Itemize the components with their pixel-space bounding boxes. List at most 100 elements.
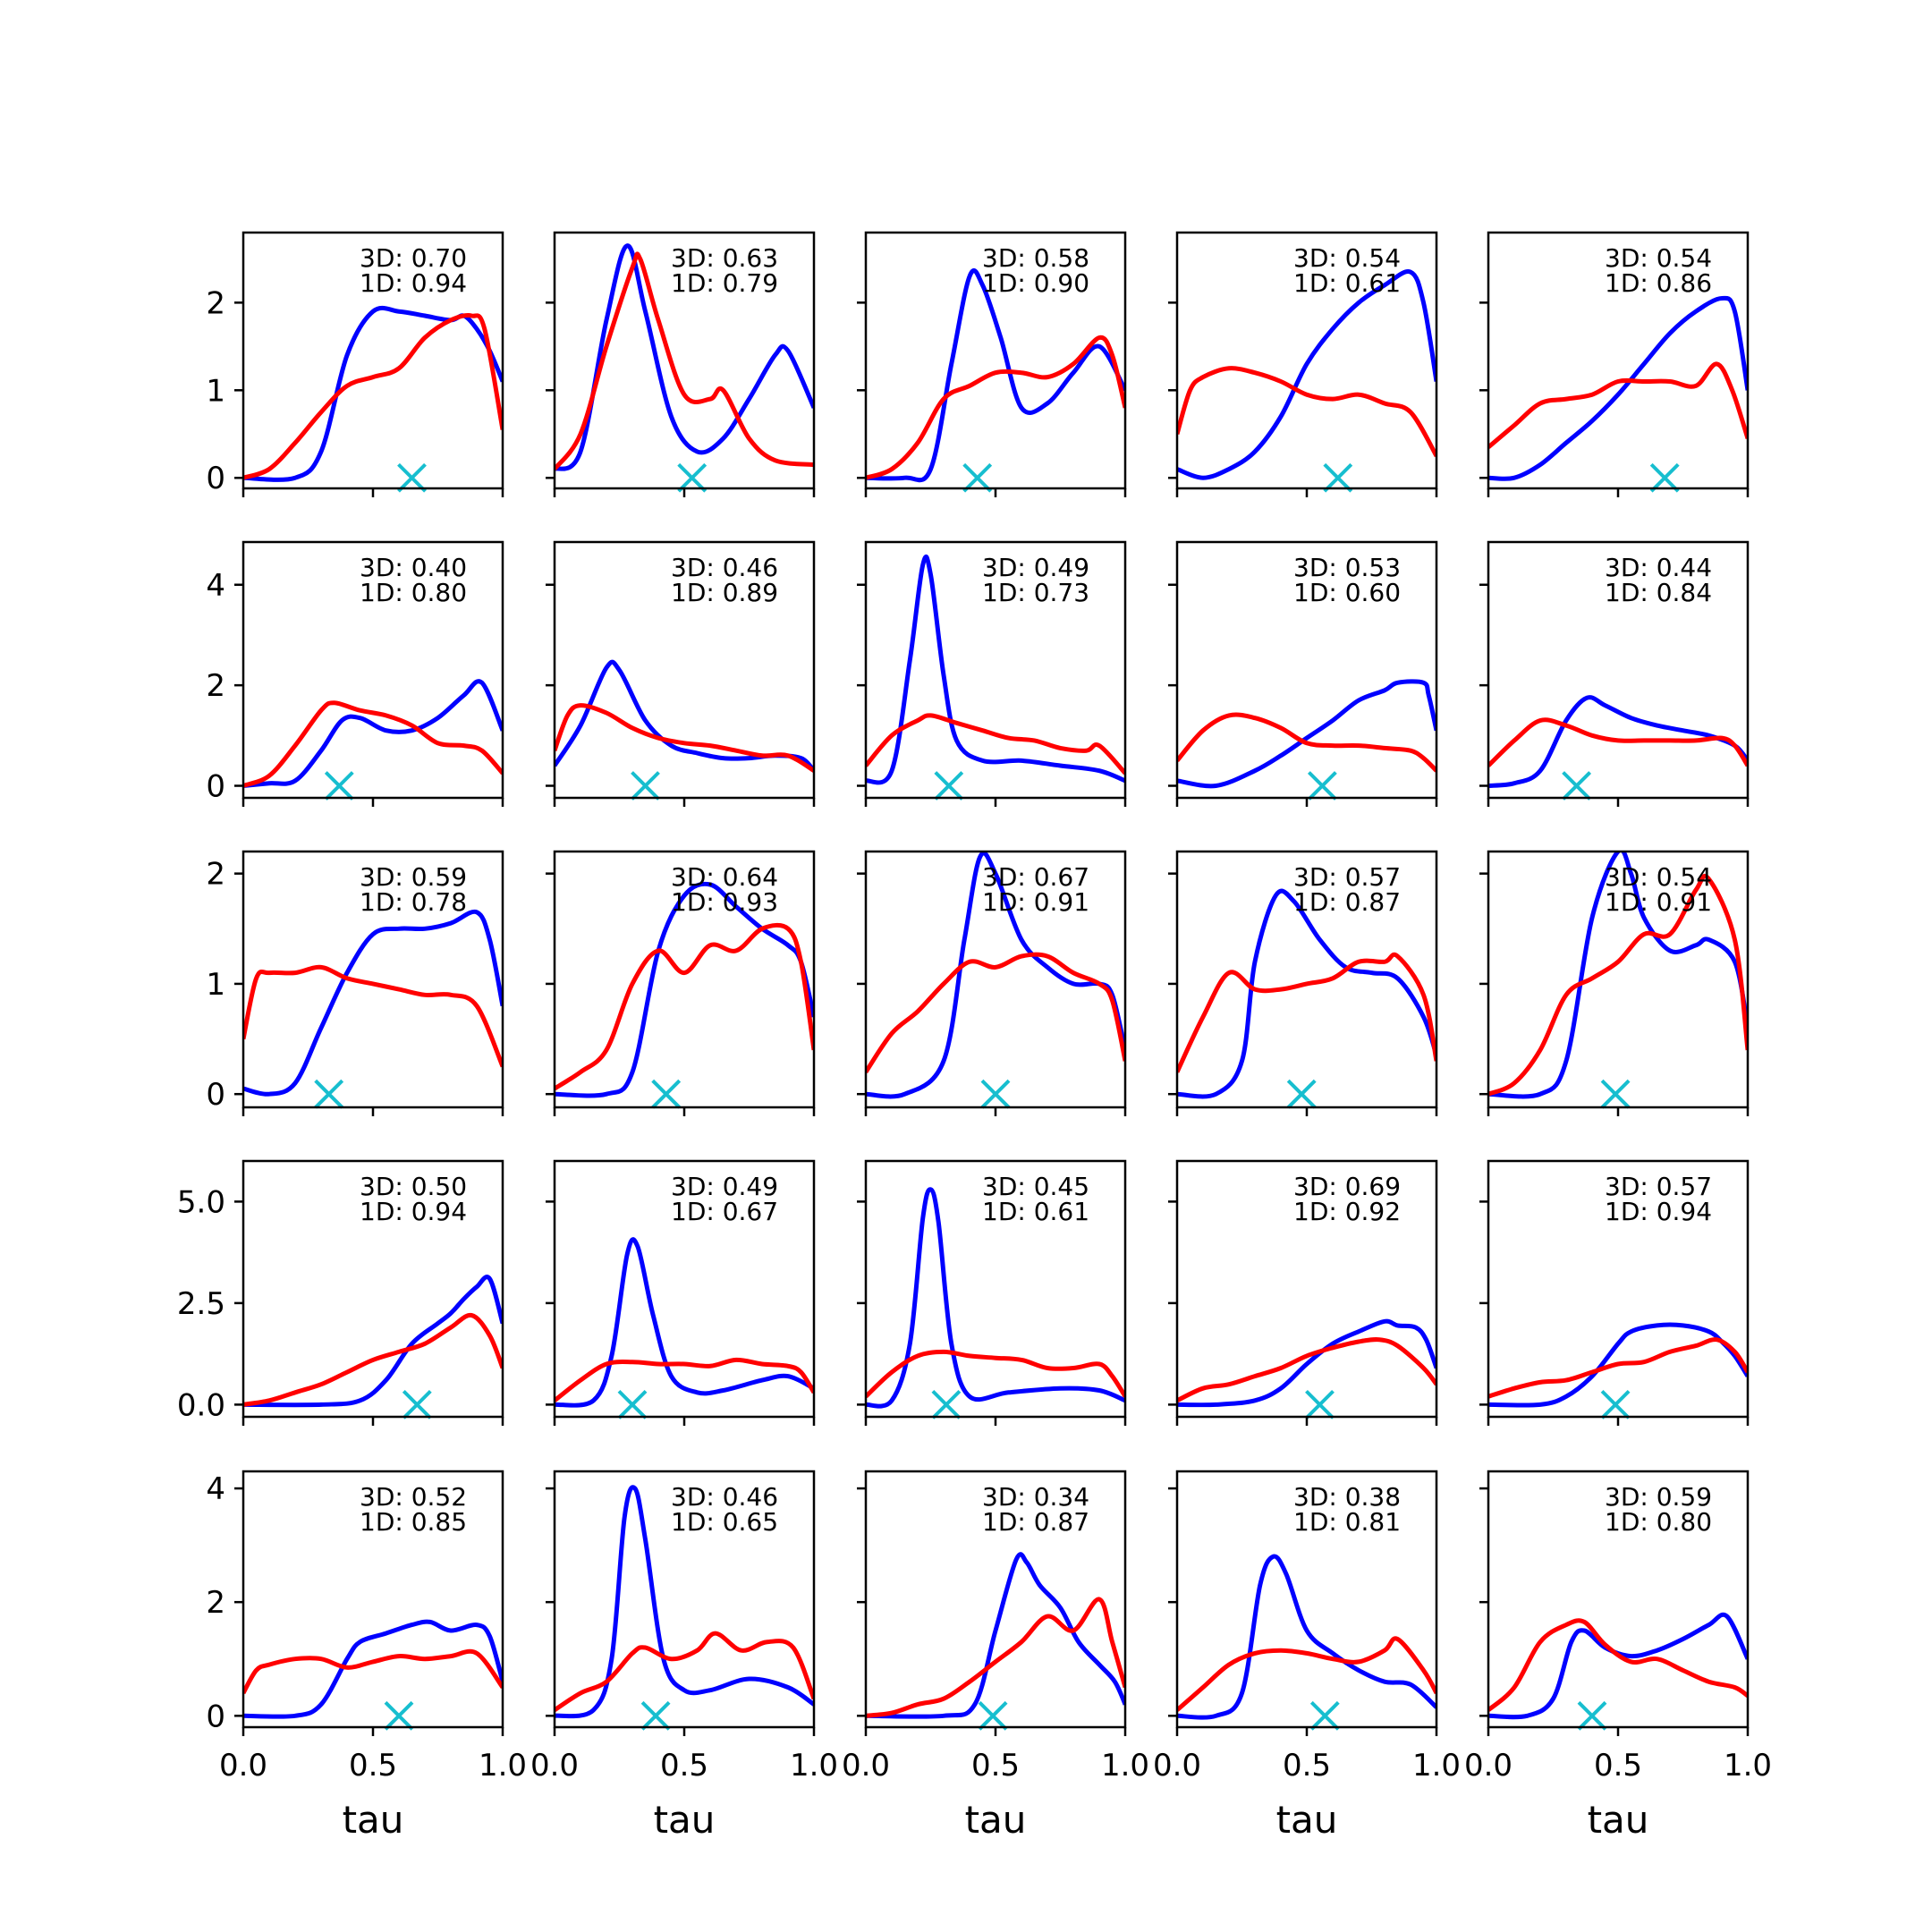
annotation-3d: 3D: 0.54 (1605, 243, 1712, 273)
x-tick-label: 0.5 (971, 1748, 1020, 1784)
x-axis-label: tau (1276, 1798, 1338, 1842)
series-1d-line (1488, 1618, 1748, 1712)
marker-x (314, 1079, 344, 1109)
series-3d-line (243, 1275, 503, 1408)
annotation-1d: 1D: 0.65 (671, 1507, 778, 1537)
annotation-3d: 3D: 0.34 (982, 1482, 1089, 1512)
series-3d-line (866, 268, 1125, 483)
series-1d-line (1488, 873, 1748, 1097)
series-1d-line (555, 251, 814, 471)
y-tick-label: 0 (206, 769, 225, 805)
annotation-1d: 1D: 0.86 (1605, 268, 1712, 298)
annotation-3d: 3D: 0.59 (360, 862, 467, 892)
annotation-1d: 1D: 0.94 (360, 1197, 467, 1226)
marker-x (402, 1389, 432, 1419)
x-tick-label: 0.0 (219, 1748, 267, 1784)
annotation-3d: 3D: 0.67 (982, 862, 1089, 892)
marker-x (1600, 1079, 1631, 1109)
annotation-3d: 3D: 0.49 (982, 553, 1089, 582)
x-tick-label: 0.0 (842, 1748, 890, 1784)
series-1d-line (555, 1631, 814, 1712)
annotation-3d: 3D: 0.40 (360, 553, 467, 582)
marker-x (617, 1389, 648, 1419)
marker-x (631, 771, 660, 801)
series-3d-line (1488, 695, 1748, 788)
series-1d-line (866, 713, 1125, 775)
series-3d-line (555, 1485, 814, 1719)
marker-x (934, 771, 964, 801)
annotation-3d: 3D: 0.69 (1293, 1172, 1401, 1201)
series-1d-line (243, 313, 503, 480)
annotation-1d: 1D: 0.78 (360, 887, 467, 917)
y-tick-label: 2 (206, 668, 225, 704)
x-tick-label: 1.0 (479, 1748, 527, 1784)
series-3d-line (1488, 295, 1748, 481)
annotation-3d: 3D: 0.54 (1293, 243, 1401, 273)
x-axis-label: tau (654, 1798, 716, 1842)
annotation-1d: 1D: 0.94 (1605, 1197, 1712, 1226)
marker-x (324, 771, 354, 801)
annotation-3d: 3D: 0.57 (1293, 862, 1401, 892)
annotation-1d: 1D: 0.80 (360, 578, 467, 607)
series-3d-line (555, 881, 814, 1098)
x-axis-label: tau (1588, 1798, 1649, 1842)
y-tick-label: 2 (206, 857, 225, 893)
marker-x (1649, 462, 1680, 493)
x-tick-label: 0.0 (1153, 1748, 1201, 1784)
marker-x (1286, 1079, 1317, 1109)
marker-x (1323, 462, 1353, 493)
annotation-1d: 1D: 0.60 (1293, 578, 1401, 607)
annotation-3d: 3D: 0.70 (360, 243, 467, 273)
annotation-3d: 3D: 0.50 (360, 1172, 467, 1201)
marker-x (931, 1389, 962, 1419)
series-3d-line (555, 1237, 814, 1408)
y-tick-label: 1 (206, 373, 225, 409)
marker-x (397, 462, 427, 493)
annotation-1d: 1D: 0.67 (671, 1197, 778, 1226)
series-1d-line (1177, 952, 1436, 1073)
annotation-3d: 3D: 0.54 (1605, 862, 1712, 892)
series-3d-line (1177, 679, 1436, 789)
x-tick-label: 1.0 (1724, 1748, 1772, 1784)
series-3d-line (866, 554, 1125, 785)
y-tick-label: 4 (206, 568, 225, 604)
annotation-1d: 1D: 0.79 (671, 268, 778, 298)
x-tick-label: 0.0 (530, 1748, 579, 1784)
annotation-1d: 1D: 0.84 (1605, 578, 1712, 607)
annotation-1d: 1D: 0.61 (1293, 268, 1401, 298)
series-3d-line (866, 1187, 1125, 1409)
annotation-1d: 1D: 0.85 (360, 1507, 467, 1537)
x-tick-label: 1.0 (1412, 1748, 1461, 1784)
annotation-3d: 3D: 0.44 (1605, 553, 1712, 582)
marker-x (1305, 1389, 1335, 1419)
series-3d-line (1488, 852, 1748, 1099)
annotation-3d: 3D: 0.64 (671, 862, 778, 892)
series-1d-line (1488, 1337, 1748, 1399)
series-1d-line (243, 1312, 503, 1407)
x-tick-label: 0.5 (1283, 1748, 1331, 1784)
annotation-1d: 1D: 0.89 (671, 578, 778, 607)
annotation-3d: 3D: 0.49 (671, 1172, 778, 1201)
annotation-1d: 1D: 0.91 (1605, 887, 1712, 917)
series-1d-line (866, 335, 1125, 480)
x-axis-label: tau (965, 1798, 1027, 1842)
annotation-3d: 3D: 0.45 (982, 1172, 1089, 1201)
annotation-1d: 1D: 0.80 (1605, 1507, 1712, 1537)
annotation-1d: 1D: 0.61 (982, 1197, 1089, 1226)
series-1d-line (1177, 712, 1436, 773)
x-tick-label: 0.5 (1594, 1748, 1642, 1784)
y-tick-label: 5.0 (177, 1184, 225, 1220)
